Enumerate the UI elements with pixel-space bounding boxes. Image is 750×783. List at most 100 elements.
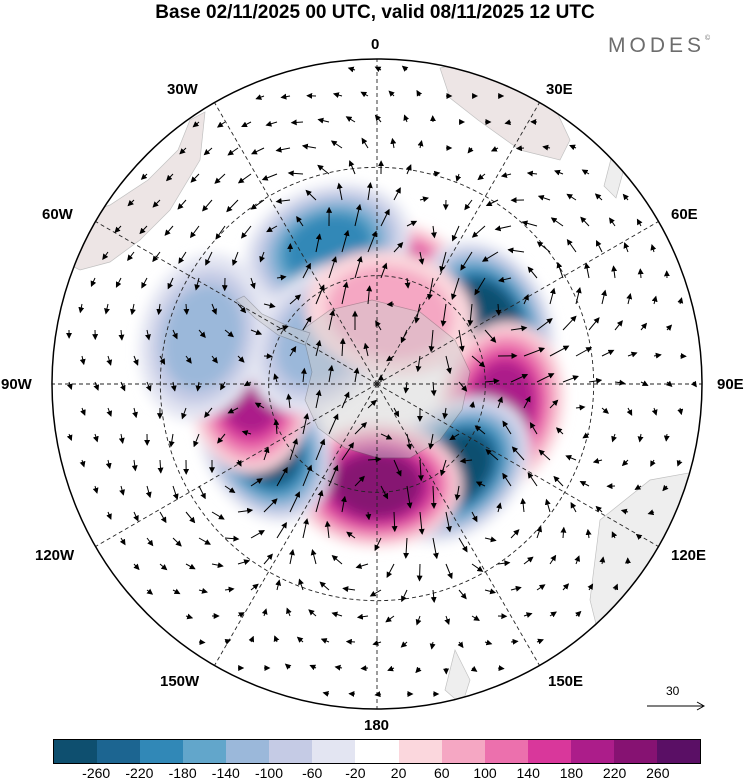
wind-vector [393,459,402,477]
wind-vector [133,511,139,522]
wind-vector [400,329,408,344]
lon-label-90w: 90W [1,376,32,393]
wind-vector [523,556,534,565]
wind-vector [353,367,360,383]
lon-label-180: 180 [364,717,390,734]
wind-vector [224,485,236,494]
wind-vector [497,665,505,672]
wind-vector [393,241,404,253]
wind-vector [429,641,436,650]
wind-vector [470,665,478,672]
wind-vector [226,199,239,213]
wind-vector [287,170,304,177]
wind-vector [177,199,187,210]
wind-vector [355,563,369,569]
wind-vector [172,485,179,500]
colorbar-segment [97,740,141,763]
wind-vector [454,485,461,501]
wind-vector [430,381,437,397]
wind-vector [523,347,546,357]
wind-vector [428,433,435,450]
wind-vector [498,276,512,283]
wind-vector [211,355,218,364]
wind-vector [609,217,616,227]
wind-vector [289,346,297,357]
wind-vector [330,140,343,149]
wind-vector [340,495,347,513]
colorbar-tick-label: 260 [646,765,670,781]
wind-vector [129,303,136,316]
lon-label-120w: 120W [35,547,75,564]
wind-vector [484,329,497,343]
wind-vector [106,355,113,366]
wind-vector [336,182,343,201]
lon-label-30e: 30E [546,81,573,98]
wind-vector [636,218,643,227]
wind-vector [495,303,502,316]
wind-vector [170,381,177,392]
wind-vector [403,537,410,559]
wind-vector [105,459,112,470]
wind-vector [240,225,252,239]
wind-vector [315,438,326,461]
wind-vector [594,193,603,201]
wind-vector [415,666,422,674]
wind-vector [406,485,413,509]
wind-vector [523,612,533,618]
wind-vector [194,277,201,291]
wind-vector [145,329,151,341]
wind-vector [484,536,497,543]
colorbar-segment [54,740,98,763]
colorbar-tick-label: -180 [168,765,197,781]
wind-vector [451,225,460,242]
lon-label-150e: 150E [548,673,584,690]
colorbar-segment [656,740,700,763]
wind-vector [224,638,232,645]
wind-vector [127,199,135,207]
wind-vector [553,475,564,487]
wind-vector [549,345,570,357]
wind-vector [549,399,559,409]
wind-vector [626,293,633,305]
wind-vector [159,355,166,365]
wind-vector [237,559,251,566]
wind-vector [290,119,304,126]
wind-vector [166,173,174,182]
wind-vector [637,268,644,279]
lon-label-90e: 90E [717,376,744,393]
wind-vector [562,375,579,383]
lon-label-30w: 30W [167,81,198,98]
antarctic-peninsula [235,295,311,346]
wind-vector [426,277,434,301]
wind-vector [345,116,356,123]
colorbar-tick-label: -60 [302,765,323,781]
wind-vector [331,611,343,618]
wind-vector [315,284,325,305]
wind-vector [255,94,265,100]
wind-vector [556,261,564,279]
wind-vector [520,498,527,513]
wind-vector [621,459,629,467]
wind-vector [626,407,633,416]
wind-vector [494,225,512,232]
wind-vector [430,589,437,603]
wind-vector [339,337,346,357]
wind-vector [374,691,382,698]
wind-vector [582,432,590,439]
wind-vector [254,402,265,409]
wind-vector [369,589,382,597]
wind-vector [280,93,291,100]
wind-vector [237,612,245,618]
wind-vector [275,198,291,204]
wind-vector [302,518,309,539]
wind-vector [375,320,382,331]
wind-vector [490,146,499,152]
wind-vector [634,484,642,490]
wind-vector [665,380,673,387]
wind-vector [198,485,206,500]
wind-vector [623,242,630,253]
wind-vector [415,615,422,626]
wind-vector [185,511,196,524]
wind-vector [102,251,109,261]
wind-vector [502,420,512,435]
